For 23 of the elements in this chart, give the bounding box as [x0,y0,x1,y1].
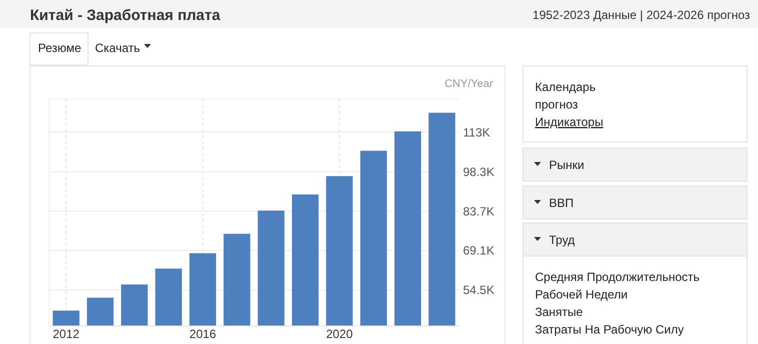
text: Занятые [535,305,584,319]
text: Средняя Продолжительность [535,270,700,284]
text: прогноз [535,98,578,112]
y-tick-label: 98.3K [463,164,494,179]
text: Рабочей Недели [535,288,628,302]
text: Затраты На Рабочую Силу [535,322,684,336]
text: Индикаторы [535,115,604,129]
x-tick-label: 2016 [189,327,216,341]
text: Рынки [549,158,584,172]
text: 1952-2023 Данные | 2024-2026 прогноз [532,8,750,22]
text: Труд [549,233,575,247]
text: Календарь [535,80,596,94]
x-tick-label: 2020 [326,327,354,341]
y-axis-title: CNY/Year [444,78,494,90]
text: Китай - Заработная плата [30,7,221,24]
text: Скачать [95,41,140,55]
text: Резюме [38,41,82,55]
y-tick-label: 69.1K [463,244,494,258]
y-tick-label: 113K [463,125,490,140]
y-tick-label: 83.7K [463,204,494,218]
y-tick-label: 54.5K [463,283,494,298]
x-tick-label: 2012 [52,327,80,341]
text: ВВП [549,196,574,210]
